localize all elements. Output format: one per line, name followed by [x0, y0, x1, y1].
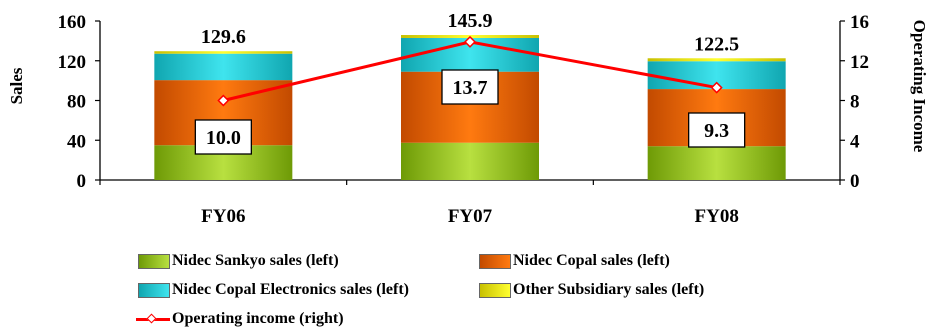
right-tick-label: 12 [850, 52, 869, 73]
operating-income-label: 13.7 [453, 77, 488, 99]
operating-income-label-box [194, 119, 252, 155]
bar-segment [154, 53, 293, 81]
left-axis-label: Sales [7, 67, 26, 104]
operating-income-label: 10.0 [206, 127, 241, 149]
bar-segment [647, 146, 786, 180]
bar-segment [401, 142, 539, 180]
bar-total-label: 122.5 [694, 33, 739, 55]
bar-segment [154, 51, 293, 54]
right-tick-label: 16 [850, 12, 869, 33]
right-axis-title: Operating Income [910, 20, 929, 153]
right-tick-label: 8 [850, 92, 860, 113]
left-tick-label: 0 [77, 171, 87, 192]
category-label: FY08 [695, 206, 739, 227]
left-tick-label: 40 [67, 131, 86, 152]
operating-income-label-box [688, 112, 746, 148]
right-tick-label: 0 [850, 171, 860, 192]
operating-income-label: 9.3 [704, 120, 729, 142]
right-axis-label: Operating Income [910, 20, 929, 153]
bar-total-label: 129.6 [201, 26, 246, 48]
operating-income-marker [217, 94, 230, 107]
operating-income-label-box [441, 69, 499, 105]
bar-total-label: 145.9 [448, 10, 493, 32]
bar-segment [647, 58, 786, 62]
category-label: FY07 [448, 206, 493, 227]
operating-income-marker [463, 35, 477, 48]
operating-income-marker [710, 81, 723, 94]
left-tick-label: 120 [58, 52, 87, 73]
right-tick-label: 4 [850, 131, 860, 152]
left-tick-label: 80 [67, 92, 86, 113]
category-label: FY06 [201, 206, 245, 227]
left-axis-title: Sales [7, 67, 26, 104]
left-tick-label: 160 [58, 12, 87, 33]
